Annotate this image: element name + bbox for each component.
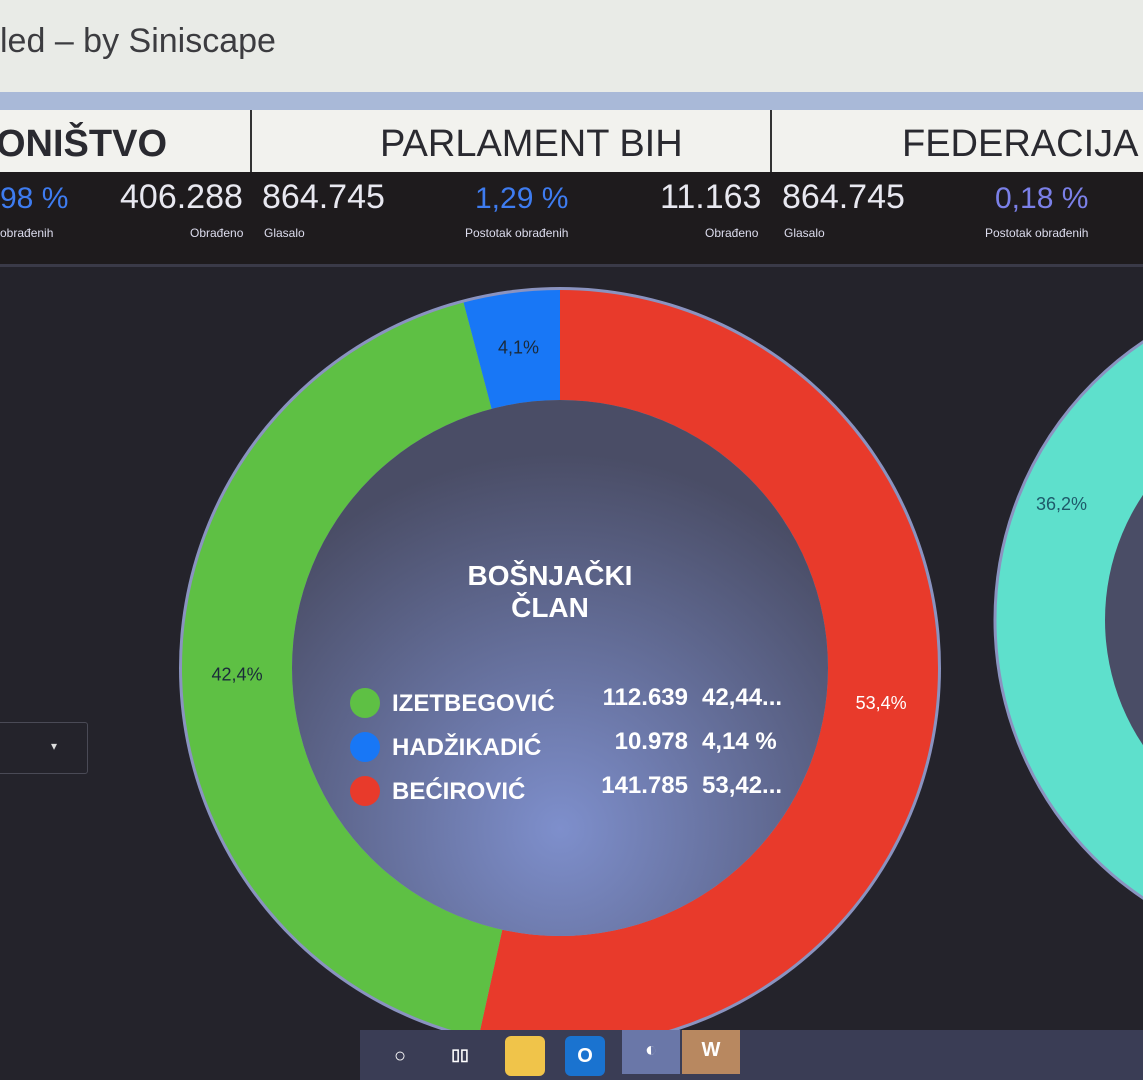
stats-bar: 98 % obrađenih 406.288 Obrađeno 864.745 … (0, 172, 1143, 267)
legend-percent: 42,44... (702, 684, 783, 711)
window-title: led – by Siniscape (0, 22, 276, 60)
window-titlebar: led – by Siniscape (0, 0, 1143, 92)
task-view-icon[interactable]: ▯▯ (451, 1047, 469, 1064)
file-explorer-icon[interactable] (505, 1036, 545, 1076)
voted-caption: Glasalo (784, 226, 825, 240)
header-predsjednistvo: ONIŠTVO (0, 110, 252, 172)
legend-dot (350, 688, 380, 718)
partial-donut-slice (993, 340, 1143, 900)
processed-caption: Obrađeno (705, 226, 759, 240)
search-icon[interactable]: ○ (393, 1045, 407, 1067)
percent-processed: 98 % (0, 182, 69, 215)
header-label: PARLAMENT BIH (380, 123, 683, 165)
header-label: FEDERACIJA (902, 123, 1139, 165)
legend-votes: 112.639 (602, 684, 688, 711)
header-federacija: FEDERACIJA (772, 110, 1143, 172)
percent-caption: Postotak obrađenih (465, 226, 569, 240)
voted-caption: Glasalo (264, 226, 305, 240)
legend: IZETBEGOVIĆ 112.639 42,44... HADŽIKADIĆ … (350, 680, 800, 812)
legend-name: HADŽIKADIĆ (392, 734, 542, 761)
legend-dot (350, 732, 380, 762)
donut-slice[interactable] (463, 290, 560, 409)
legend-votes: 141.785 (601, 772, 688, 799)
outlook-icon[interactable]: O (565, 1036, 605, 1076)
legend-item: HADŽIKADIĆ 10.978 4,14 % (350, 724, 800, 768)
percent-processed: 0,18 % (995, 182, 1089, 215)
voted-count: 864.745 (262, 178, 385, 216)
word-icon[interactable]: W (682, 1030, 740, 1074)
filter-dropdown[interactable]: ▾ (0, 722, 88, 774)
legend-votes: 10.978 (614, 728, 688, 755)
percent-caption: obrađenih (0, 226, 54, 240)
percent-processed: 1,29 % (475, 182, 569, 215)
slice-label: 4,1% (498, 338, 539, 358)
donut-hole (292, 400, 828, 936)
ribbon-bar (0, 92, 1143, 110)
legend-name: BEĆIROVIĆ (392, 778, 526, 805)
slice-label: 53,4% (856, 693, 907, 713)
taskbar: ○ ▯▯ O ◐ W (360, 1030, 1143, 1080)
legend-name: IZETBEGOVIĆ (392, 690, 555, 717)
legend-percent: 53,42... (702, 772, 783, 799)
percent-caption: Postotak obrađenih (985, 226, 1089, 240)
processed-caption: Obrađeno (190, 226, 244, 240)
processed-count: 406.288 (120, 178, 243, 216)
legend-percent: 4,14 % (702, 728, 777, 755)
header-label: ONIŠTVO (0, 123, 168, 165)
legend-item: BEĆIROVIĆ 141.785 53,42... (350, 768, 800, 812)
legend-dot (350, 776, 380, 806)
edge-icon[interactable]: ◐ (622, 1030, 680, 1074)
header-parlament-bih: PARLAMENT BIH (252, 110, 772, 172)
chart-title: BOŠNJAČKI ČLAN (467, 560, 633, 623)
partial-slice-label: 36,2% (1036, 494, 1087, 514)
partial-donut-hole (1105, 494, 1143, 746)
voted-count: 864.745 (782, 178, 905, 216)
slice-label: 42,4% (212, 665, 263, 685)
donut-slice[interactable] (182, 302, 503, 1038)
legend-item: IZETBEGOVIĆ 112.639 42,44... (350, 680, 800, 724)
chevron-down-icon: ▾ (50, 739, 57, 753)
donut-slice[interactable] (478, 290, 938, 1046)
processed-count: 11.163 (660, 178, 762, 216)
